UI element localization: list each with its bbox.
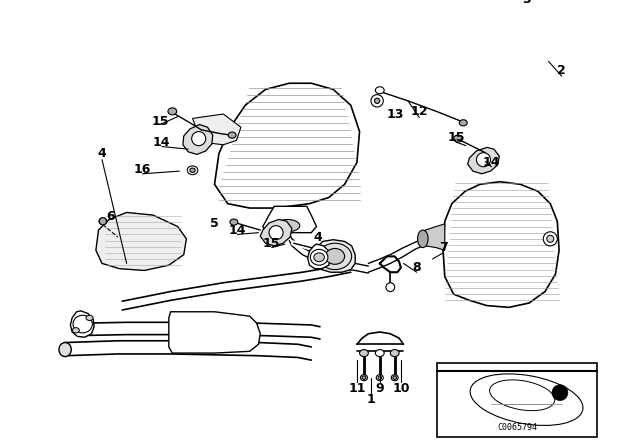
Ellipse shape (390, 349, 399, 357)
Ellipse shape (454, 135, 462, 142)
Text: 15: 15 (447, 131, 465, 144)
Text: 3: 3 (522, 0, 531, 6)
Polygon shape (308, 244, 330, 269)
Text: 6: 6 (106, 211, 115, 224)
Polygon shape (183, 125, 212, 155)
Text: C0065794: C0065794 (497, 423, 537, 432)
Ellipse shape (417, 230, 428, 248)
Text: 14: 14 (153, 136, 170, 149)
Ellipse shape (314, 253, 324, 262)
Ellipse shape (490, 380, 555, 411)
Circle shape (371, 95, 383, 107)
Text: 15: 15 (151, 115, 169, 128)
Ellipse shape (376, 375, 383, 381)
Text: 5: 5 (210, 217, 219, 230)
Text: 15: 15 (263, 237, 280, 250)
Text: 10: 10 (392, 382, 410, 395)
Text: 11: 11 (348, 382, 365, 395)
Circle shape (99, 218, 106, 225)
Ellipse shape (99, 218, 107, 225)
Polygon shape (70, 311, 94, 337)
Ellipse shape (376, 87, 384, 94)
Circle shape (547, 235, 554, 242)
Text: 2: 2 (557, 64, 566, 77)
Ellipse shape (188, 166, 198, 175)
Text: 14: 14 (228, 224, 246, 237)
Ellipse shape (460, 120, 467, 126)
Ellipse shape (393, 376, 396, 379)
Ellipse shape (378, 376, 381, 379)
Ellipse shape (325, 249, 344, 264)
FancyBboxPatch shape (437, 363, 597, 437)
Ellipse shape (360, 349, 369, 357)
Polygon shape (315, 240, 355, 272)
Ellipse shape (362, 376, 365, 379)
Ellipse shape (76, 322, 90, 336)
Ellipse shape (310, 250, 328, 265)
Polygon shape (369, 239, 423, 272)
Ellipse shape (470, 374, 583, 426)
Ellipse shape (59, 343, 71, 357)
Ellipse shape (73, 315, 92, 333)
Ellipse shape (360, 375, 367, 381)
Polygon shape (169, 312, 260, 353)
Ellipse shape (86, 315, 93, 320)
Polygon shape (214, 83, 360, 208)
Text: 8: 8 (412, 261, 421, 274)
Polygon shape (423, 224, 445, 250)
Text: 7: 7 (438, 241, 447, 254)
Circle shape (476, 153, 490, 167)
Polygon shape (468, 147, 499, 174)
Circle shape (386, 283, 395, 292)
Text: 4: 4 (98, 147, 106, 160)
Ellipse shape (168, 108, 177, 115)
Text: 13: 13 (387, 108, 404, 121)
Polygon shape (260, 220, 292, 246)
Text: 4: 4 (314, 231, 323, 244)
Ellipse shape (327, 248, 336, 254)
Polygon shape (443, 182, 559, 307)
Text: 16: 16 (134, 163, 151, 176)
Ellipse shape (230, 219, 238, 225)
Polygon shape (263, 206, 317, 233)
Ellipse shape (72, 327, 79, 333)
Text: 9: 9 (376, 382, 384, 395)
Ellipse shape (228, 132, 236, 138)
Ellipse shape (376, 349, 384, 357)
Ellipse shape (275, 220, 300, 232)
Polygon shape (96, 212, 186, 271)
Polygon shape (289, 233, 369, 273)
Circle shape (269, 226, 283, 240)
Polygon shape (122, 263, 351, 310)
Polygon shape (65, 343, 311, 360)
Ellipse shape (190, 168, 195, 172)
Text: 1: 1 (367, 393, 375, 406)
Ellipse shape (391, 375, 398, 381)
Circle shape (374, 98, 380, 103)
Circle shape (191, 132, 205, 146)
Text: 12: 12 (411, 105, 428, 118)
Text: 14: 14 (483, 156, 500, 169)
Polygon shape (83, 323, 320, 339)
Circle shape (543, 232, 557, 246)
Ellipse shape (318, 243, 351, 270)
Polygon shape (193, 114, 241, 145)
Circle shape (552, 385, 568, 401)
